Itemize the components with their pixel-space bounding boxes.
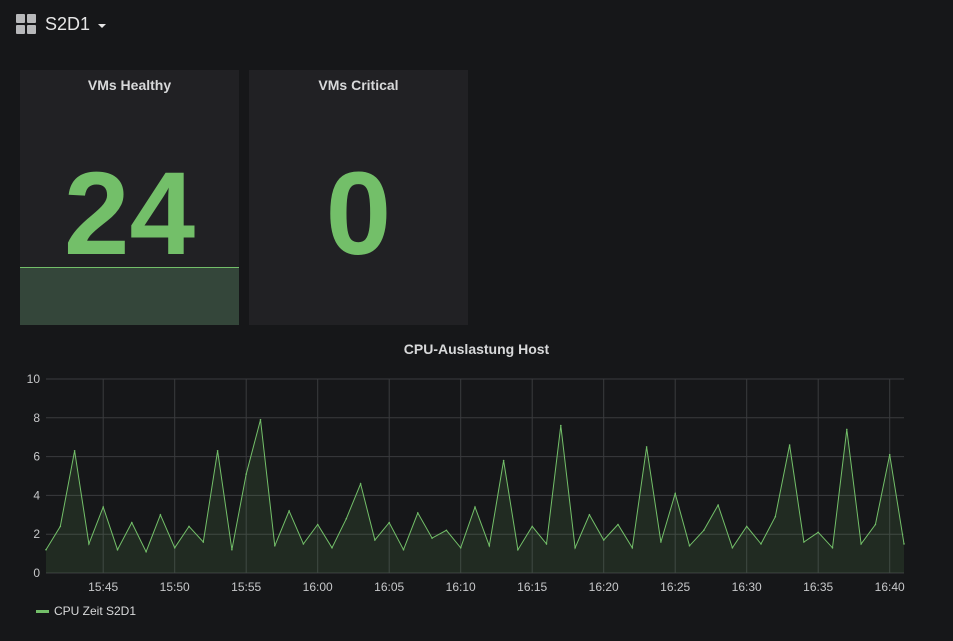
- y-tick-label: 0: [33, 566, 40, 580]
- y-tick-label: 10: [27, 372, 41, 386]
- data-point: [288, 510, 290, 512]
- data-point: [631, 547, 634, 549]
- data-point: [231, 548, 233, 551]
- stat-panel-vms-critical[interactable]: VMs Critical 0: [249, 70, 468, 325]
- data-point: [846, 428, 848, 431]
- y-tick-label: 6: [33, 450, 40, 464]
- stat-panel-vms-healthy[interactable]: VMs Healthy 24: [20, 70, 239, 325]
- data-point: [788, 444, 791, 446]
- data-point: [459, 547, 462, 549]
- data-point: [745, 525, 748, 528]
- data-point: [588, 514, 591, 516]
- y-tick-label: 2: [33, 527, 40, 541]
- data-point: [159, 514, 162, 516]
- legend-label: CPU Zeit S2D1: [54, 604, 137, 618]
- x-tick-label: 16:15: [517, 580, 547, 594]
- x-tick-label: 16:10: [446, 580, 476, 594]
- data-point: [660, 541, 662, 543]
- x-tick-label: 16:35: [803, 580, 833, 594]
- data-point: [502, 459, 505, 462]
- data-point: [860, 543, 862, 545]
- x-tick-label: 16:25: [660, 580, 690, 594]
- data-point: [88, 543, 90, 545]
- data-point: [173, 547, 176, 549]
- dashboard-picker[interactable]: S2D1: [16, 10, 107, 38]
- data-point: [131, 521, 133, 524]
- data-point: [617, 523, 619, 526]
- data-point: [359, 483, 362, 485]
- data-point: [717, 504, 719, 506]
- data-point: [402, 548, 405, 551]
- data-point: [874, 523, 877, 526]
- data-point: [202, 541, 205, 543]
- stat-value: 0: [325, 148, 392, 280]
- dashboard-grid-icon: [16, 14, 36, 34]
- data-point: [731, 547, 734, 549]
- legend-swatch: [36, 609, 49, 613]
- data-point: [188, 525, 190, 528]
- dashboard-title[interactable]: S2D1: [45, 13, 91, 34]
- x-tick-label: 16:30: [732, 580, 762, 594]
- data-point: [216, 450, 219, 452]
- data-point: [431, 537, 433, 539]
- y-tick-label: 8: [33, 411, 40, 425]
- x-tick-label: 16:00: [303, 580, 333, 594]
- data-point: [245, 473, 247, 475]
- panel-title[interactable]: VMs Healthy: [87, 77, 172, 93]
- data-point: [388, 521, 391, 524]
- data-point: [774, 515, 777, 518]
- x-tick-label: 15:55: [231, 580, 261, 594]
- data-point: [274, 545, 276, 547]
- data-point: [259, 418, 262, 421]
- x-tick-label: 15:45: [88, 580, 118, 594]
- data-point: [102, 506, 104, 508]
- data-point: [545, 543, 548, 545]
- panel-title[interactable]: VMs Critical: [318, 77, 399, 93]
- y-tick-label: 4: [33, 488, 40, 502]
- data-point: [602, 539, 605, 541]
- x-tick-label: 16:40: [875, 580, 905, 594]
- data-point: [45, 548, 47, 551]
- data-point: [474, 506, 476, 508]
- data-point: [803, 541, 805, 543]
- data-point: [645, 446, 648, 448]
- data-point: [331, 547, 333, 549]
- data-point: [345, 517, 348, 520]
- cpu-graph[interactable]: 0 2 4 6 8 10 15:45 15:50 15:55 16:00 16:05 16:10 16:…: [0, 360, 953, 600]
- data-point: [302, 543, 305, 545]
- caret-down-icon[interactable]: [98, 24, 107, 28]
- x-tick-label: 16:20: [589, 580, 619, 594]
- data-point: [145, 550, 147, 553]
- legend-item[interactable]: CPU Zeit S2D1: [36, 604, 136, 618]
- data-point: [374, 539, 376, 541]
- data-point: [488, 545, 491, 547]
- data-point: [888, 453, 891, 456]
- x-tick-label: 15:50: [160, 580, 190, 594]
- data-point: [531, 525, 533, 528]
- data-point: [316, 523, 319, 526]
- data-point: [903, 543, 905, 545]
- data-point: [817, 531, 819, 534]
- sparkline-area: [20, 267, 239, 325]
- data-point: [417, 512, 419, 514]
- data-point: [517, 548, 519, 551]
- data-point: [760, 543, 762, 545]
- stat-value: 24: [63, 148, 196, 280]
- series-area: [46, 419, 904, 573]
- data-point: [674, 492, 676, 495]
- data-point: [831, 547, 834, 549]
- data-point: [688, 545, 691, 547]
- data-point: [73, 450, 76, 452]
- data-point: [560, 424, 562, 427]
- data-point: [445, 529, 448, 532]
- x-tick-label: 16:05: [374, 580, 404, 594]
- graph-title[interactable]: CPU-Auslastung Host: [403, 341, 550, 357]
- data-point: [59, 525, 62, 528]
- data-point: [703, 529, 705, 532]
- data-point: [574, 547, 576, 549]
- data-point: [116, 548, 119, 551]
